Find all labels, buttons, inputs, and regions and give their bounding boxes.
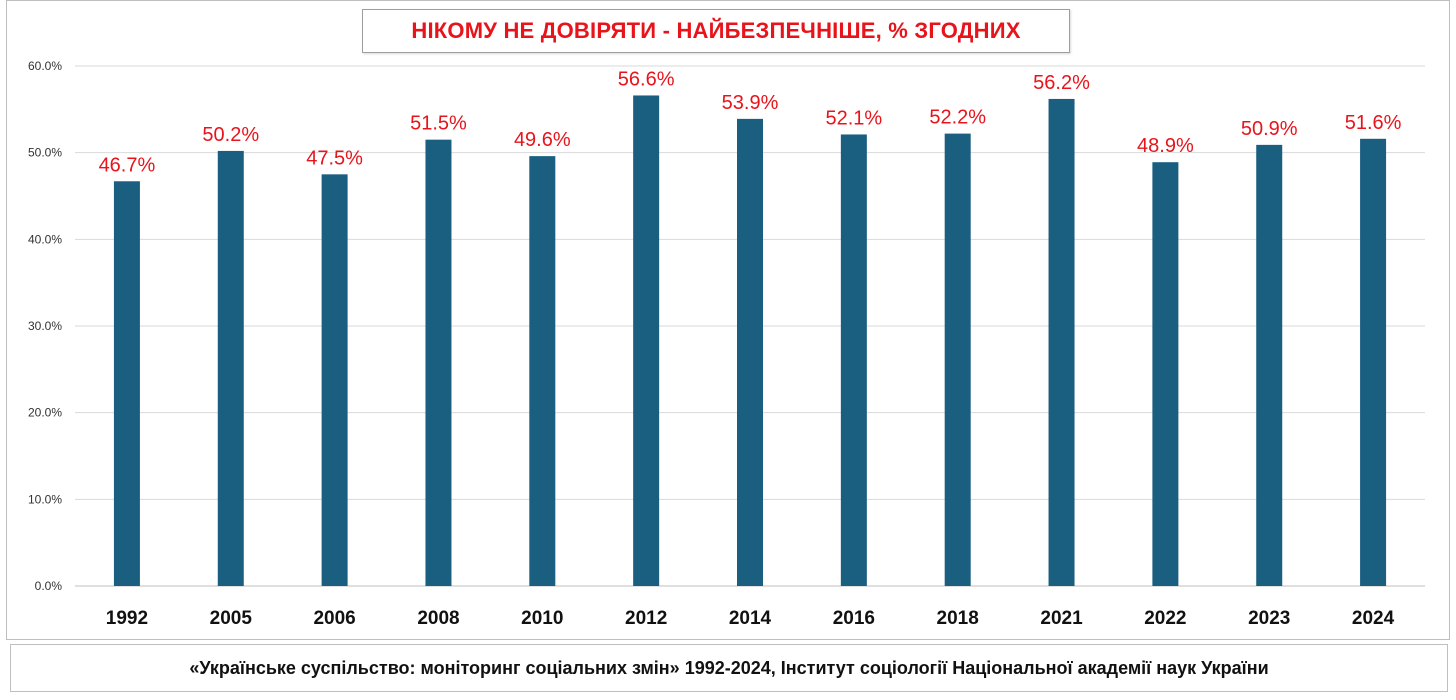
x-tick-label-2006: 2006 <box>313 608 355 629</box>
data-label-2005: 50.2% <box>202 124 259 146</box>
x-tick-label-2022: 2022 <box>1144 608 1186 629</box>
data-label-2008: 51.5% <box>410 113 467 135</box>
bar-2016 <box>840 134 867 586</box>
data-label-2018: 52.2% <box>929 107 986 129</box>
chart-title-box: НІКОМУ НЕ ДОВІРЯТИ - НАЙБЕЗПЕЧНІШЕ, % ЗГ… <box>362 9 1070 53</box>
bar-2022 <box>1152 162 1179 586</box>
bar-2021 <box>1048 98 1075 586</box>
bar-2012 <box>633 95 660 586</box>
data-label-2010: 49.6% <box>514 129 571 151</box>
bar-2006 <box>321 174 348 587</box>
data-label-2014: 53.9% <box>722 92 779 114</box>
y-tick-label: 60.0% <box>28 59 62 73</box>
y-tick-label: 10.0% <box>28 492 62 506</box>
bar-2023 <box>1256 144 1283 586</box>
bar-2014 <box>737 118 763 586</box>
x-tick-label-2010: 2010 <box>521 608 563 629</box>
data-label-2016: 52.1% <box>825 107 882 129</box>
data-label-2012: 56.6% <box>618 68 675 90</box>
data-label-2022: 48.9% <box>1137 135 1194 157</box>
x-tick-label-2023: 2023 <box>1248 608 1290 629</box>
x-tick-label-2005: 2005 <box>210 608 253 629</box>
x-tick-label-2016: 2016 <box>833 608 875 629</box>
y-tick-label: 50.0% <box>28 146 62 160</box>
chart-title: НІКОМУ НЕ ДОВІРЯТИ - НАЙБЕЗПЕЧНІШЕ, % ЗГ… <box>411 18 1021 43</box>
data-label-2021: 56.2% <box>1033 72 1090 94</box>
y-tick-label: 0.0% <box>35 579 63 593</box>
data-label-1992: 46.7% <box>99 154 156 176</box>
y-tick-label: 40.0% <box>28 232 62 246</box>
bars <box>113 95 1387 587</box>
x-tick-label-2024: 2024 <box>1352 608 1395 629</box>
data-label-2024: 51.6% <box>1345 112 1402 134</box>
bar-2008 <box>425 139 452 586</box>
bar-2010 <box>529 156 556 586</box>
x-tick-label-1992: 1992 <box>106 608 148 629</box>
y-axis-tick-labels: 0.0% 10.0% 20.0% 30.0% 40.0% 50.0% 60.0% <box>28 59 62 593</box>
chart-frame <box>6 0 1450 640</box>
bar-1992 <box>113 181 140 586</box>
x-tick-label-2014: 2014 <box>729 608 772 629</box>
x-tick-label-2008: 2008 <box>417 608 459 629</box>
data-labels: 46.7% 50.2% 47.5% 51.5% 49.6% 56.6% 53.9% 52.1%… <box>99 68 1402 176</box>
x-axis-tick-labels: 1992 2005 2006 2008 2010 2012 2014 2016 2018 2021… <box>106 608 1395 629</box>
data-label-2006: 47.5% <box>306 147 363 169</box>
bar-2024 <box>1360 138 1387 587</box>
data-label-2023: 50.9% <box>1241 118 1298 140</box>
bar-2018 <box>944 133 971 586</box>
source-text: «Українське суспільство: моніторинг соці… <box>189 657 1269 678</box>
x-tick-label-2012: 2012 <box>625 608 667 629</box>
x-tick-label-2018: 2018 <box>937 608 979 629</box>
x-tick-label-2021: 2021 <box>1040 608 1083 629</box>
y-tick-label: 20.0% <box>28 406 62 420</box>
source-footer: «Українське суспільство: моніторинг соці… <box>10 644 1448 692</box>
bar-2005 <box>217 150 244 586</box>
y-tick-label: 30.0% <box>28 319 62 333</box>
